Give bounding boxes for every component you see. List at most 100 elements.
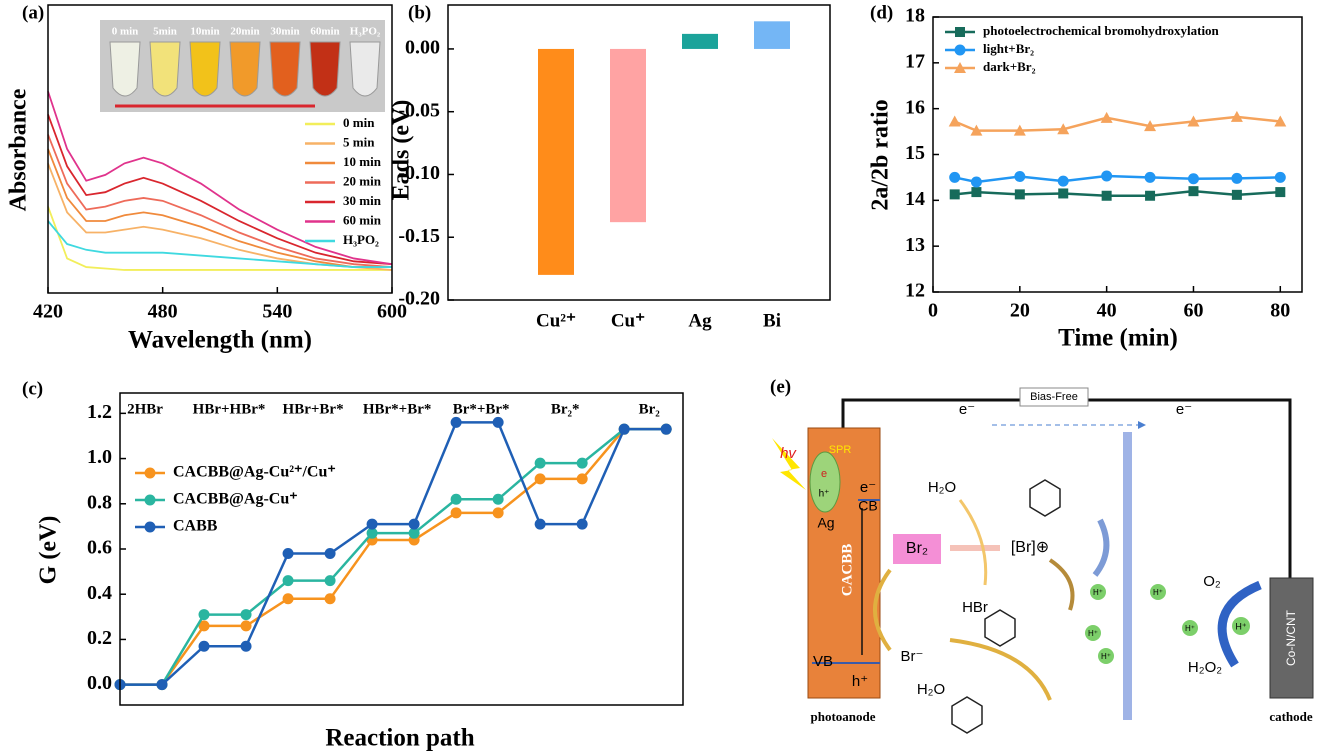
legend-marker	[955, 27, 965, 37]
x-axis-label: Time (min)	[1058, 325, 1178, 352]
bar	[610, 49, 646, 222]
marker	[1145, 191, 1155, 201]
inset-label: 10min	[190, 26, 219, 38]
state-label: Br*+Br*	[453, 401, 510, 417]
y-tick-label: 0.00	[405, 37, 440, 59]
x-tick-label: Cu⁺	[611, 310, 645, 331]
y-tick-label: 12	[905, 280, 925, 302]
state-label: 2HBr	[127, 401, 163, 417]
state-label: HBr*+Br*	[363, 401, 432, 417]
legend-label: 20 min	[343, 173, 382, 188]
label: e⁻	[860, 479, 876, 496]
label: hv	[780, 445, 797, 462]
y-axis-label: 2a/2b ratio	[868, 99, 894, 210]
legend-marker	[955, 45, 966, 56]
marker	[451, 494, 462, 505]
inset-label: 60min	[310, 26, 339, 38]
legend-label: photoelectrochemical bromohydroxylation	[983, 23, 1220, 38]
series-line	[48, 91, 392, 264]
label: SPR	[829, 444, 852, 456]
inset-label: 5min	[153, 26, 177, 38]
label: H⁺	[1088, 629, 1098, 638]
inset-label: H₃PO₂	[350, 26, 381, 38]
series-line	[48, 114, 392, 264]
x-tick-label: 0	[928, 300, 938, 322]
marker	[1015, 189, 1025, 199]
legend-marker	[145, 522, 156, 533]
legend-label: light+Br₂	[983, 41, 1034, 56]
marker	[1232, 190, 1242, 200]
tube	[190, 42, 220, 96]
y-tick-label: 18	[905, 5, 925, 27]
marker	[1188, 173, 1199, 184]
marker	[1058, 188, 1068, 198]
tube	[230, 42, 260, 96]
legend-label: dark+Br₂	[983, 59, 1036, 74]
x-tick-label: Cu²⁺	[536, 310, 576, 331]
marker	[619, 424, 630, 435]
legend-label: 60 min	[343, 212, 382, 227]
series-line	[955, 117, 1281, 131]
label: H₂O₂	[1188, 659, 1222, 676]
marker	[493, 417, 504, 428]
series-line	[48, 207, 392, 270]
label: CB	[858, 498, 877, 514]
label: [Br]⊕	[1011, 539, 1049, 556]
marker	[451, 417, 462, 428]
label: VB	[813, 653, 833, 670]
x-tick-label: 420	[33, 301, 63, 323]
y-tick-label: 17	[905, 50, 925, 72]
legend-label: CACBB@Ag-Cu²⁺/Cu⁺	[173, 464, 336, 481]
legend-label: CABB	[173, 518, 218, 535]
label: h⁺	[819, 489, 830, 500]
marker	[950, 189, 960, 199]
y-tick-label: 1.0	[87, 446, 112, 468]
marker	[1188, 186, 1198, 196]
y-tick-label: 0.6	[87, 537, 112, 559]
tube	[270, 42, 300, 96]
marker	[283, 593, 294, 604]
marker	[199, 641, 210, 652]
y-axis-label: Absorbance	[6, 88, 32, 211]
x-tick-label: 20	[1010, 300, 1030, 322]
label: Br⁻	[901, 648, 924, 665]
label: Bias-Free	[1030, 391, 1078, 403]
marker	[199, 609, 210, 620]
legend-label: H₃PO₂	[343, 232, 379, 247]
series-line	[955, 191, 1281, 196]
marker	[949, 116, 961, 127]
legend-label: 5 min	[343, 134, 375, 149]
marker	[325, 575, 336, 586]
marker	[157, 679, 168, 690]
label: O₂	[1203, 573, 1221, 590]
legend-label: CACBB@Ag-Cu⁺	[173, 491, 298, 508]
marker	[1102, 191, 1112, 201]
y-tick-label: -0.10	[398, 162, 440, 184]
membrane	[1123, 432, 1132, 720]
label: e⁻	[1176, 401, 1192, 418]
inset-label: 0 min	[112, 26, 139, 38]
legend-marker	[145, 495, 156, 506]
legend-marker	[145, 468, 156, 479]
marker	[1275, 172, 1286, 183]
arrow	[960, 500, 986, 585]
legend-label: 30 min	[343, 193, 382, 208]
label: H⁺	[1101, 652, 1111, 661]
panel-label: (a)	[22, 2, 44, 23]
marker	[577, 519, 588, 530]
marker	[409, 519, 420, 530]
label: H⁺	[1185, 624, 1195, 633]
label: Ag	[817, 515, 834, 531]
y-tick-label: 0.4	[87, 582, 112, 604]
panel-e: (e) Bias-Free e⁻ e⁻ hv SPR e⁻ e h⁺ Ag CB…	[770, 376, 1313, 733]
label: H⁺	[1235, 621, 1246, 631]
x-tick-label: 60	[1183, 300, 1203, 322]
y-tick-label: -0.15	[398, 225, 440, 247]
y-tick-label: 0.2	[87, 627, 112, 649]
marker	[1014, 171, 1025, 182]
marker	[535, 519, 546, 530]
y-tick-label: 14	[905, 188, 925, 210]
tube	[310, 42, 340, 96]
marker	[1101, 112, 1113, 123]
x-tick-label: 40	[1097, 300, 1117, 322]
